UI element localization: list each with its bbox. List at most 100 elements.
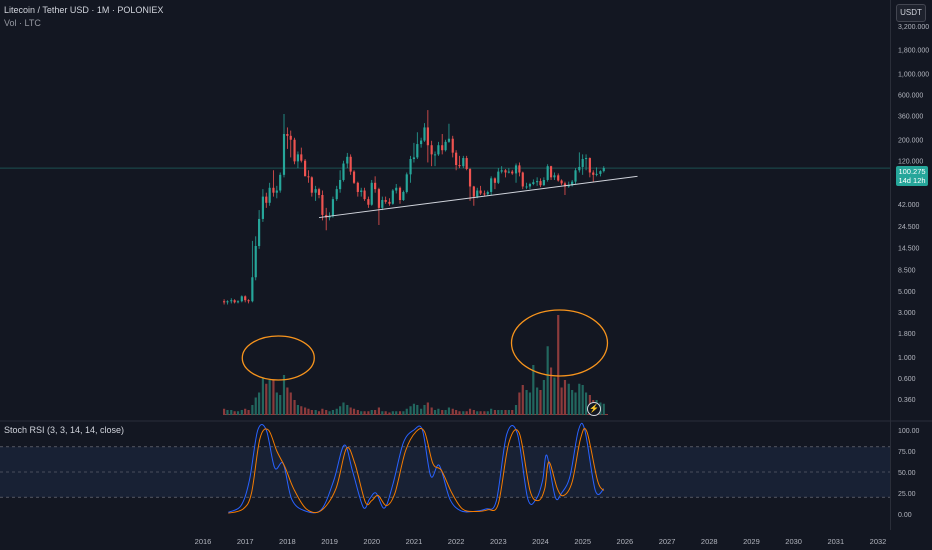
volume-bar xyxy=(247,410,250,415)
candle-body xyxy=(236,301,240,303)
price-tick: 8.500 xyxy=(898,267,916,274)
price-tick: 3,200.000 xyxy=(898,24,929,31)
candle-body xyxy=(476,190,479,197)
volume-bar xyxy=(254,397,257,415)
volume-bar xyxy=(426,402,429,415)
rsi-tick: 100.00 xyxy=(898,428,920,435)
candle-body xyxy=(602,168,605,172)
candle-body xyxy=(342,163,345,180)
price-tick: 1,000.000 xyxy=(898,72,929,79)
candle-body xyxy=(395,187,398,191)
indicator-legend[interactable]: Stoch RSI (3, 3, 14, 14, close) xyxy=(4,425,125,435)
volume-bar xyxy=(261,377,264,415)
annotation-ellipse xyxy=(510,309,609,377)
candle-body xyxy=(230,300,233,302)
candle-body xyxy=(279,174,282,191)
volume-bar xyxy=(511,410,514,415)
volume-bar xyxy=(560,387,563,415)
volume-bar xyxy=(504,410,507,415)
volume-bar xyxy=(536,387,539,415)
price-tick: 1.000 xyxy=(898,355,916,362)
candle-body xyxy=(465,158,468,170)
rsi-tick: 0.00 xyxy=(898,512,912,519)
volume-bar xyxy=(416,405,419,415)
candle-body xyxy=(304,160,307,177)
candle-body xyxy=(310,177,313,193)
time-tick: 2024 xyxy=(532,537,549,546)
time-tick: 2029 xyxy=(743,537,760,546)
volume-bar xyxy=(465,411,468,415)
volume-bar xyxy=(563,380,567,415)
time-tick: 2019 xyxy=(321,537,338,546)
volume-bar xyxy=(571,390,574,415)
candle-body xyxy=(282,134,286,175)
rsi-tick: 75.00 xyxy=(898,449,916,456)
volume-bar xyxy=(356,410,359,415)
volume-bar xyxy=(317,411,321,415)
stoch-d-line xyxy=(228,428,605,514)
currency-button[interactable]: USDT xyxy=(896,4,926,22)
candle-body xyxy=(584,158,588,160)
volume-bar xyxy=(272,380,275,415)
volume-bar xyxy=(451,408,454,415)
time-tick: 2026 xyxy=(617,537,634,546)
volume-bar xyxy=(384,411,387,415)
candle-body xyxy=(398,187,402,201)
price-tick: 1,800.000 xyxy=(898,48,929,55)
candle-body xyxy=(437,145,440,155)
volume-bar xyxy=(455,410,458,415)
candle-body xyxy=(370,182,373,205)
volume-bar xyxy=(468,408,472,415)
volume-bar xyxy=(236,411,240,415)
price-tick: 42.000 xyxy=(898,202,920,209)
candle-body xyxy=(514,165,518,174)
candle-body xyxy=(430,145,433,155)
volume-bar xyxy=(500,410,503,415)
candle-body xyxy=(504,170,507,173)
volume-bar xyxy=(602,403,605,415)
volume-bar xyxy=(328,411,331,415)
volume-bar xyxy=(433,410,437,415)
volume-bar xyxy=(546,346,549,415)
candle-body xyxy=(518,165,521,173)
volume-bar xyxy=(444,410,447,415)
candle-body xyxy=(581,159,584,167)
volume-legend[interactable]: Vol · LTC xyxy=(4,18,41,28)
candle-body xyxy=(296,154,300,162)
candle-body xyxy=(497,171,500,183)
volume-bar xyxy=(402,411,405,415)
axes: 3,200.000 1,800.000 1,000.000 600.000 360.00… xyxy=(195,24,930,546)
candle-body xyxy=(560,180,563,184)
candle-body xyxy=(409,159,412,175)
symbol-legend[interactable]: Litecoin / Tether USD · 1M · POLONIEX xyxy=(4,5,164,15)
volume-bar xyxy=(258,392,261,415)
candle-body xyxy=(233,300,236,303)
volume-bar xyxy=(514,405,518,415)
candle-body xyxy=(592,172,595,175)
volume-bar xyxy=(370,410,373,415)
candle-body xyxy=(258,218,261,246)
volume-bar xyxy=(310,410,313,415)
volume-bar xyxy=(265,383,268,415)
flash-icon[interactable]: ⚡ xyxy=(587,402,601,416)
candle-body xyxy=(367,199,370,205)
candle-body xyxy=(293,139,296,162)
candle-body xyxy=(247,300,250,302)
volume-bar xyxy=(518,392,521,415)
price-tick: 120.000 xyxy=(898,159,923,166)
volume-bar xyxy=(289,392,292,415)
volume-bar xyxy=(240,410,243,415)
candle-body xyxy=(349,156,352,172)
candle-body xyxy=(595,173,598,175)
volume-bar xyxy=(497,410,500,415)
time-tick: 2032 xyxy=(870,537,887,546)
candle-body xyxy=(377,189,381,208)
candle-body xyxy=(444,141,447,151)
time-tick: 2022 xyxy=(448,537,465,546)
volume-bar xyxy=(405,408,408,415)
price-tick: 14.500 xyxy=(898,245,920,252)
volume-bar xyxy=(462,411,465,415)
candle-body xyxy=(426,127,429,146)
candle-body xyxy=(420,140,423,145)
